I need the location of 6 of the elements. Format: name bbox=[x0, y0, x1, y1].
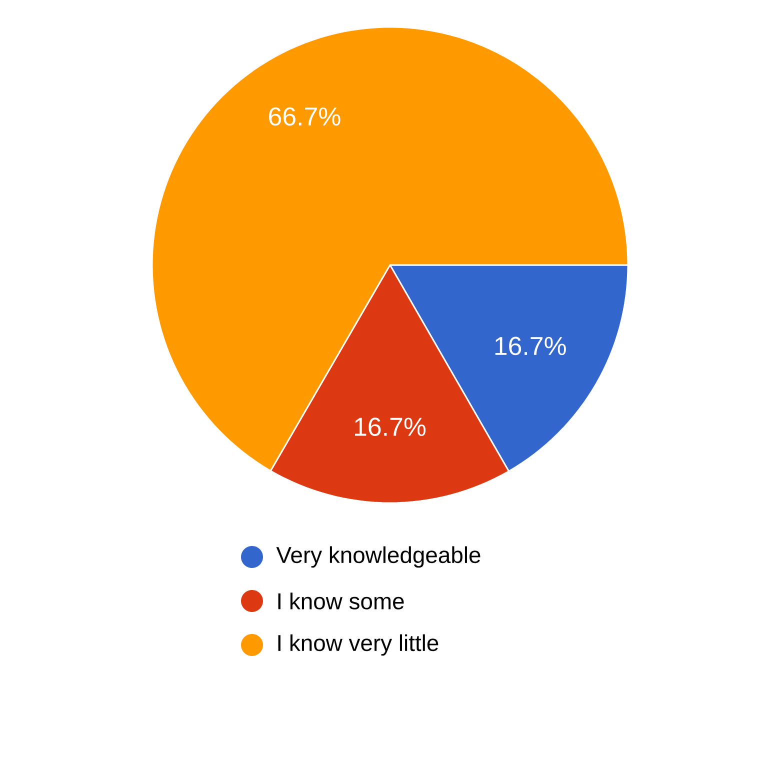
data-label: 16.7% bbox=[495, 336, 566, 356]
legend-label: I know some bbox=[278, 592, 404, 610]
data-label: 66.7% bbox=[269, 107, 340, 126]
legend-label: Very knowledgeable bbox=[276, 546, 480, 568]
legend-label: I know very little bbox=[278, 634, 438, 656]
data-label: 16.7% bbox=[354, 418, 426, 436]
